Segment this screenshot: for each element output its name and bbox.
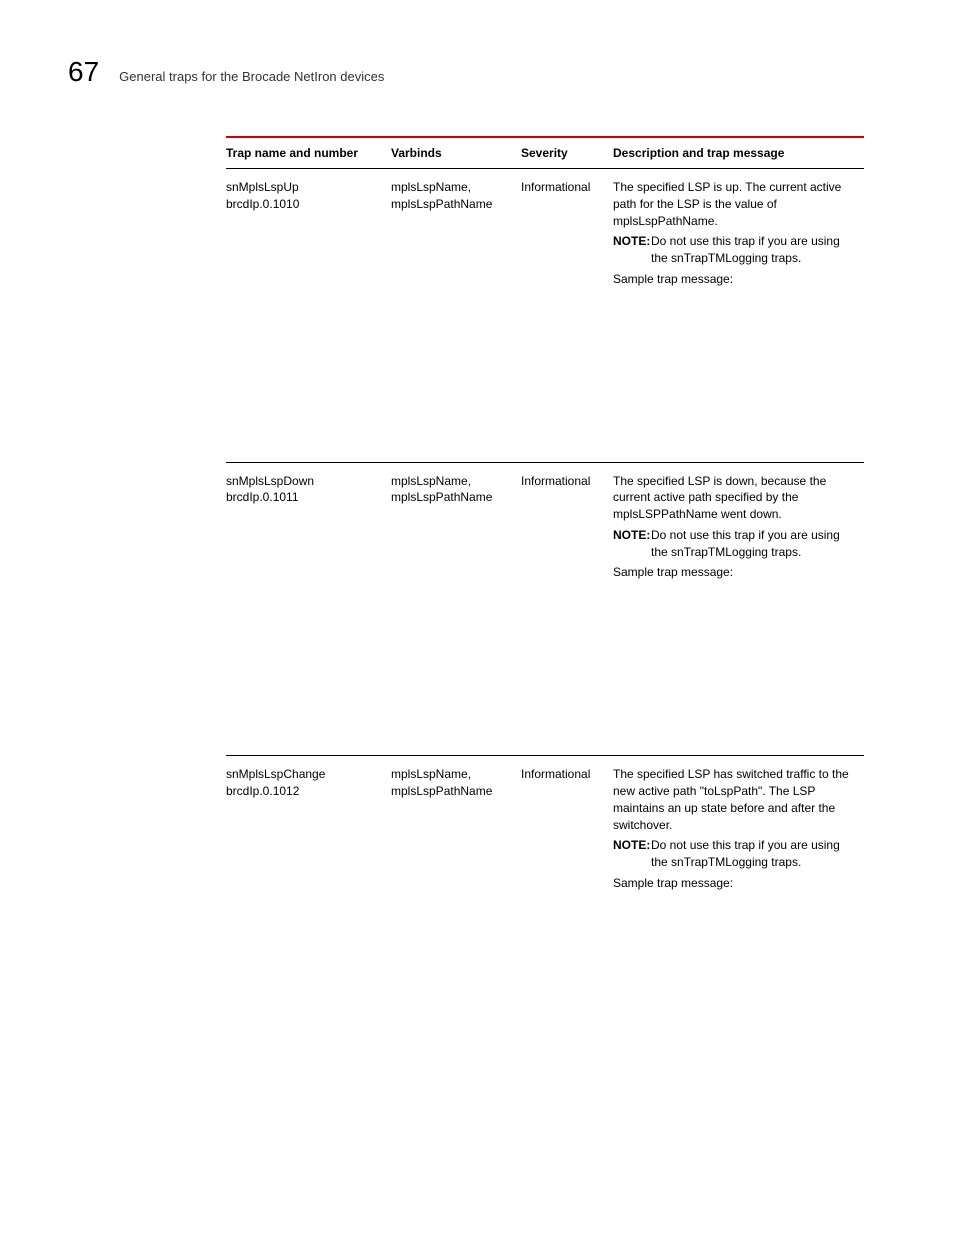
trap-number: brcdIp.0.1012: [226, 783, 385, 800]
cell-varbinds: mplsLspName, mplsLspPathName: [391, 756, 521, 1066]
traps-table: Trap name and number Varbinds Severity D…: [226, 136, 864, 1066]
varbind-1: mplsLspName,: [391, 473, 515, 490]
varbind-1: mplsLspName,: [391, 179, 515, 196]
cell-varbinds: mplsLspName, mplsLspPathName: [391, 169, 521, 463]
note-label: NOTE:: [613, 234, 650, 248]
col-header-varbinds: Varbinds: [391, 137, 521, 169]
varbind-2: mplsLspPathName: [391, 783, 515, 800]
row-spacer: [613, 292, 858, 452]
desc-sample: Sample trap message:: [613, 271, 858, 288]
trap-name: snMplsLspChange: [226, 766, 385, 783]
table-row: snMplsLspDown brcdIp.0.1011 mplsLspName,…: [226, 462, 864, 756]
page-title: General traps for the Brocade NetIron de…: [119, 69, 384, 84]
cell-trap: snMplsLspDown brcdIp.0.1011: [226, 462, 391, 756]
cell-description: The specified LSP has switched traffic t…: [613, 756, 864, 1066]
trap-name: snMplsLspDown: [226, 473, 385, 490]
varbind-2: mplsLspPathName: [391, 196, 515, 213]
table-row: snMplsLspChange brcdIp.0.1012 mplsLspNam…: [226, 756, 864, 1066]
cell-severity: Informational: [521, 756, 613, 1066]
desc-note: NOTE: Do not use this trap if you are us…: [613, 233, 858, 266]
desc-main: The specified LSP has switched traffic t…: [613, 766, 858, 833]
trap-name: snMplsLspUp: [226, 179, 385, 196]
cell-severity: Informational: [521, 169, 613, 463]
desc-main: The specified LSP is down, because the c…: [613, 473, 858, 523]
cell-trap: snMplsLspUp brcdIp.0.1010: [226, 169, 391, 463]
page-container: 67 General traps for the Brocade NetIron…: [0, 0, 954, 1116]
table-body: snMplsLspUp brcdIp.0.1010 mplsLspName, m…: [226, 169, 864, 1066]
table-wrapper: Trap name and number Varbinds Severity D…: [226, 136, 864, 1066]
table-row: snMplsLspUp brcdIp.0.1010 mplsLspName, m…: [226, 169, 864, 463]
page-header: 67 General traps for the Brocade NetIron…: [68, 56, 864, 88]
cell-trap: snMplsLspChange brcdIp.0.1012: [226, 756, 391, 1066]
cell-description: The specified LSP is up. The current act…: [613, 169, 864, 463]
desc-sample: Sample trap message:: [613, 875, 858, 892]
trap-number: brcdIp.0.1010: [226, 196, 385, 213]
desc-sample: Sample trap message:: [613, 564, 858, 581]
col-header-trap: Trap name and number: [226, 137, 391, 169]
note-label: NOTE:: [613, 838, 650, 852]
desc-note: NOTE: Do not use this trap if you are us…: [613, 527, 858, 560]
row-spacer: [613, 585, 858, 745]
page-number: 67: [68, 56, 99, 88]
trap-number: brcdIp.0.1011: [226, 489, 385, 506]
table-header-row: Trap name and number Varbinds Severity D…: [226, 137, 864, 169]
cell-description: The specified LSP is down, because the c…: [613, 462, 864, 756]
note-label: NOTE:: [613, 528, 650, 542]
varbind-1: mplsLspName,: [391, 766, 515, 783]
cell-varbinds: mplsLspName, mplsLspPathName: [391, 462, 521, 756]
desc-main: The specified LSP is up. The current act…: [613, 179, 858, 229]
col-header-description: Description and trap message: [613, 137, 864, 169]
row-spacer: [613, 896, 858, 1056]
cell-severity: Informational: [521, 462, 613, 756]
varbind-2: mplsLspPathName: [391, 489, 515, 506]
desc-note: NOTE: Do not use this trap if you are us…: [613, 837, 858, 870]
col-header-severity: Severity: [521, 137, 613, 169]
